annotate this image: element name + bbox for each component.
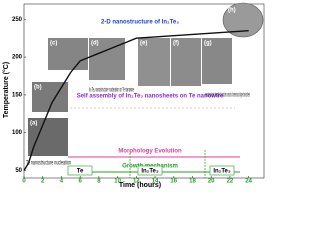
x-axis-label: Time (hours) (119, 182, 161, 189)
chart: Time (hours) Temperature (°C) 0 2 4 6 8 10 12 1… (2, 2, 265, 189)
y-tick-label: 200 (12, 55, 23, 61)
panel-label: (g) (204, 41, 212, 47)
inset-image (28, 118, 68, 156)
x-tick-label: 10 (114, 179, 121, 185)
x-tick-label: 24 (245, 179, 252, 185)
annotation: nanostring-cluster hierarchical structur… (205, 93, 250, 99)
x-tick-label: 12 (133, 179, 140, 185)
y-tick-label: 50 (15, 168, 22, 174)
panel-label: (b) (34, 85, 42, 91)
y-tick-label: 150 (12, 92, 23, 98)
y-axis-label: Temperature (°C) (2, 62, 10, 118)
stage-label: Te (77, 169, 84, 175)
stage-label: In₂Te₃ (141, 169, 159, 175)
panel-label: (e) (140, 41, 147, 47)
inset-image (202, 38, 232, 84)
x-tick-label: 6 (78, 179, 82, 185)
panel-label: (d) (91, 41, 99, 47)
annotation: Morphology Evolution (118, 149, 182, 155)
x-tick-label: 4 (60, 179, 64, 185)
y-tick-label: 100 (12, 130, 23, 136)
inset-image (171, 38, 201, 86)
panel-label: (c) (50, 41, 57, 47)
annotation: In₂Te₃ nanostructure nucleation on Te na… (89, 88, 134, 94)
x-tick-label: 14 (152, 179, 159, 185)
insets (28, 2, 264, 156)
annotation: Te nanostructure nucleation (26, 161, 71, 167)
x-tick-label: 2 (41, 179, 45, 185)
x-tick-label: 20 (208, 179, 215, 185)
y-tick-label: 250 (12, 17, 23, 23)
annotation: Self assembly of In₂Te₃ nanosheets on Te… (77, 94, 224, 100)
x-tick-label: 8 (97, 179, 101, 185)
x-tick-label: 16 (170, 179, 177, 185)
panel-label: (h) (228, 8, 236, 14)
panel-label: (f) (173, 41, 179, 47)
panel-label: (a) (30, 121, 37, 127)
inset-image (222, 2, 264, 38)
stage-box (137, 165, 163, 176)
x-tick-label: 22 (227, 179, 234, 185)
x-tick-label: 18 (189, 179, 196, 185)
temperature-line (23, 29, 249, 171)
inset-image (138, 38, 170, 86)
annotation: 2-D nanostructure of In₂Te₃ (101, 20, 179, 26)
stage-box (209, 165, 235, 176)
inset-image (48, 38, 88, 70)
x-tick-label: 0 (22, 179, 26, 185)
stage-box (67, 165, 93, 176)
stage-label: In₂Te₃ (213, 169, 231, 175)
